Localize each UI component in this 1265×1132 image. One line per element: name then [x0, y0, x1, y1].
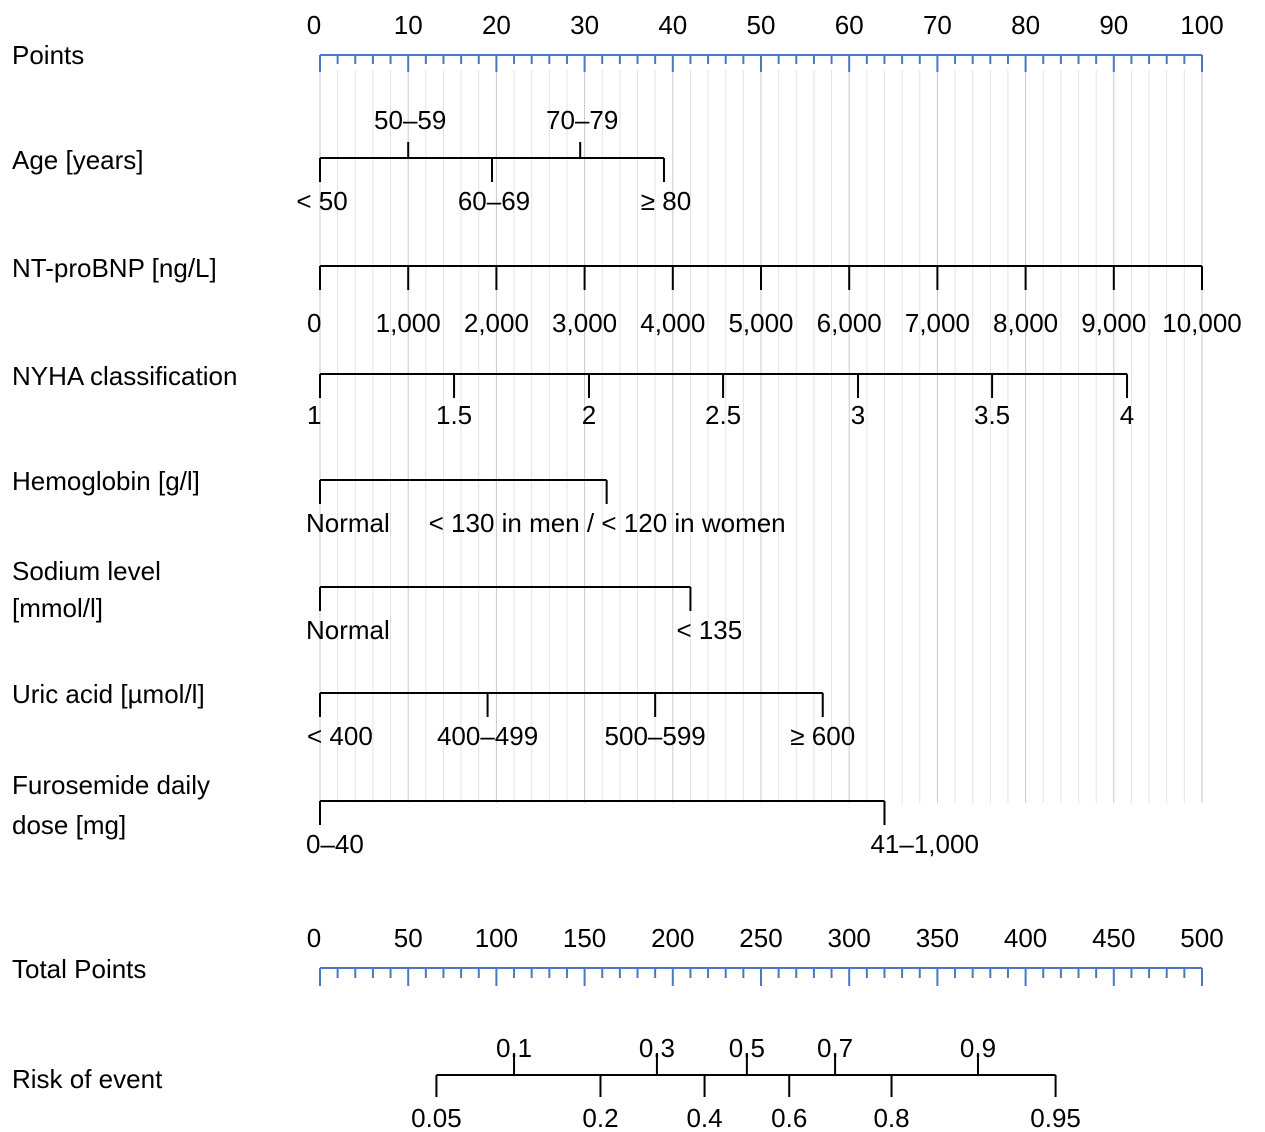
total-points-tick-label: 450: [1092, 923, 1135, 953]
total-points-tick-label: 500: [1180, 923, 1223, 953]
risk-tick-label: 0.7: [817, 1033, 853, 1063]
predictor-level-label: 1: [307, 400, 321, 430]
predictor-level-label: Normal: [306, 615, 390, 645]
predictor-name: Hemoglobin [g/l]: [12, 466, 200, 496]
total-points-tick-label: 350: [916, 923, 959, 953]
predictor-level-label: < 135: [676, 615, 742, 645]
predictor-level-label: 7,000: [905, 308, 970, 338]
points-scale-label: Points: [12, 40, 84, 70]
predictor-level-label: 0: [307, 308, 321, 338]
predictor-level-label: 3,000: [552, 308, 617, 338]
total-points-label: Total Points: [12, 954, 146, 984]
predictor-level-label: 4: [1120, 400, 1134, 430]
predictor-level-label: < 130 in men / < 120 in women: [429, 508, 786, 538]
total-points-tick-label: 250: [739, 923, 782, 953]
points-tick-label: 100: [1180, 10, 1223, 40]
predictor-level-label: 6,000: [817, 308, 882, 338]
predictor-level-label: 70–79: [546, 105, 618, 135]
points-tick-label: 30: [570, 10, 599, 40]
predictor-level-label: Normal: [306, 508, 390, 538]
risk-tick-label: 0.8: [873, 1103, 909, 1132]
predictor-level-label: 2,000: [464, 308, 529, 338]
total-points-tick-label: 100: [475, 923, 518, 953]
predictor-level-label: 400–499: [437, 721, 538, 751]
predictor-name: Age [years]: [12, 145, 144, 175]
predictor-name-line: dose [mg]: [12, 810, 126, 840]
risk-tick-label: 0.9: [960, 1033, 996, 1063]
risk-tick-label: 0.2: [582, 1103, 618, 1132]
total-points-tick-label: 0: [307, 923, 321, 953]
predictor-name-line: Furosemide daily: [12, 770, 210, 800]
points-tick-label: 60: [835, 10, 864, 40]
risk-tick-label: 0.05: [411, 1103, 462, 1132]
total-points-tick-label: 200: [651, 923, 694, 953]
predictor-level-label: 2: [582, 400, 596, 430]
predictor-level-label: 2.5: [705, 400, 741, 430]
risk-tick-label: 0.6: [771, 1103, 807, 1132]
points-tick-label: 80: [1011, 10, 1040, 40]
predictor-level-label: 60–69: [458, 186, 530, 216]
predictor-name: NT-proBNP [ng/L]: [12, 253, 217, 283]
risk-tick-label: 0.95: [1030, 1103, 1081, 1132]
total-points-tick-label: 150: [563, 923, 606, 953]
predictor-level-label: 3.5: [974, 400, 1010, 430]
predictor-level-label: 4,000: [640, 308, 705, 338]
points-tick-label: 50: [747, 10, 776, 40]
predictor-level-label: ≥ 600: [790, 721, 855, 751]
total-points-tick-label: 400: [1004, 923, 1047, 953]
gridlines: [319, 70, 1203, 803]
predictor-name-line: [mmol/l]: [12, 593, 103, 623]
total-points-tick-label: 50: [394, 923, 423, 953]
predictor-level-label: 50–59: [374, 105, 446, 135]
points-tick-label: 10: [394, 10, 423, 40]
predictor-level-label: 1.5: [436, 400, 472, 430]
predictor-level-label: 8,000: [993, 308, 1058, 338]
predictor-level-label: 5,000: [728, 308, 793, 338]
points-tick-label: 20: [482, 10, 511, 40]
risk-label: Risk of event: [12, 1064, 163, 1094]
predictor-level-label: 500–599: [605, 721, 706, 751]
predictor-name: Uric acid [µmol/l]: [12, 679, 205, 709]
points-tick-label: 90: [1099, 10, 1128, 40]
predictor-name-line: Sodium level: [12, 556, 161, 586]
predictor-level-label: 3: [851, 400, 865, 430]
predictor-level-label: 1,000: [376, 308, 441, 338]
predictor-level-label: < 400: [307, 721, 373, 751]
predictor-level-label: ≥ 80: [641, 186, 691, 216]
predictor-name: Sodium level [mmol/l]: [12, 556, 161, 623]
predictor-name: Furosemide daily dose [mg]: [12, 770, 210, 840]
predictor-level-label: < 50: [296, 186, 347, 216]
predictor-level-label: 10,000: [1162, 308, 1242, 338]
risk-tick-label: 0.5: [729, 1033, 765, 1063]
risk-tick-label: 0.3: [639, 1033, 675, 1063]
points-tick-label: 0: [307, 10, 321, 40]
risk-tick-label: 0.4: [686, 1103, 722, 1132]
predictor-name: NYHA classification: [12, 361, 237, 391]
points-tick-label: 40: [658, 10, 687, 40]
predictor-level-label: 9,000: [1081, 308, 1146, 338]
total-points-tick-label: 300: [828, 923, 871, 953]
risk-tick-label: 0.1: [496, 1033, 532, 1063]
predictor-level-label: 41–1,000: [870, 829, 978, 859]
predictor-level-label: 0–40: [306, 829, 364, 859]
points-tick-label: 70: [923, 10, 952, 40]
